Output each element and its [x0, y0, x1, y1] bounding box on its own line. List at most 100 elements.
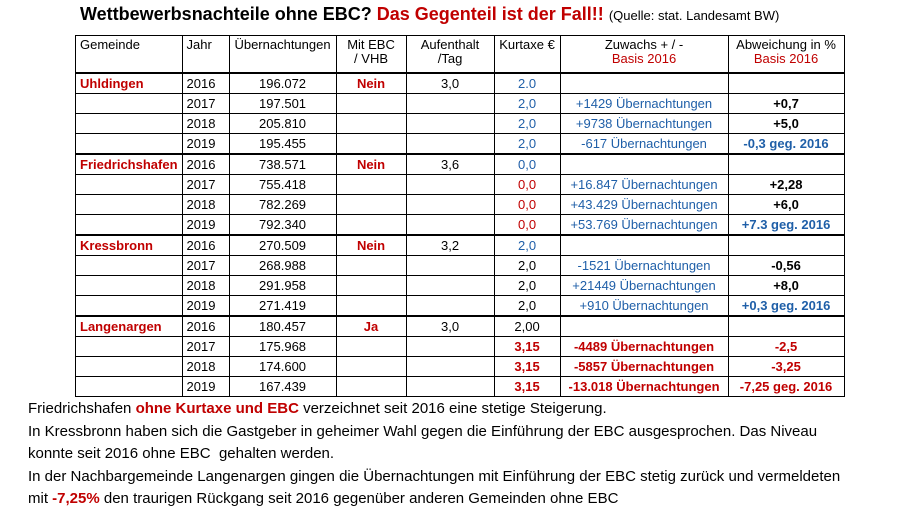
- header-line: Übernachtungen: [234, 37, 331, 52]
- table-cell: 2018: [181, 113, 230, 134]
- table-cell: 3,15: [493, 376, 561, 397]
- table-row: 2019 167.439 3,15 -13.018 Übernachtungen -7,…: [75, 376, 845, 397]
- header-cell: Abweichung in % Basis 2016: [727, 35, 845, 74]
- table-row: Uhldingen 2016 196.072 Nein 3,0 2.0: [75, 72, 845, 94]
- table-cell: [75, 376, 183, 397]
- table-cell: 2017: [181, 336, 230, 357]
- note-text: In der Nachbargemeinde Langenargen ginge…: [28, 467, 841, 485]
- header-line: Basis 2016: [753, 51, 819, 66]
- table-cell: [335, 174, 407, 195]
- header-cell: Kurtaxe €: [493, 35, 561, 74]
- note-line: In Kressbronn haben sich die Gastgeber i…: [28, 421, 840, 444]
- table-cell: [727, 315, 845, 337]
- table-cell: 291.958: [228, 275, 337, 296]
- table-cell: +2,28: [727, 174, 845, 195]
- table-cell: [405, 113, 495, 134]
- table-cell: Nein: [335, 153, 407, 175]
- header-cell: Mit EBC / VHB: [335, 35, 407, 74]
- table-cell: -2,5: [727, 336, 845, 357]
- table-cell: [335, 194, 407, 215]
- table-cell: [405, 295, 495, 317]
- table-cell: [75, 295, 183, 317]
- table-cell: [405, 214, 495, 236]
- table-cell: +5,0: [727, 113, 845, 134]
- table-cell: [335, 133, 407, 155]
- table-cell: 271.419: [228, 295, 337, 317]
- table-cell: 205.810: [228, 113, 337, 134]
- table-cell: 792.340: [228, 214, 337, 236]
- table-cell: 3,15: [493, 356, 561, 377]
- table-cell: Langenargen: [75, 315, 183, 337]
- table-cell: [335, 336, 407, 357]
- note-text: mit: [28, 490, 53, 507]
- note-text: Friedrichshafen: [28, 400, 136, 417]
- note-line: konnte seit 2016 ohne EBC gehalten werde…: [28, 443, 840, 466]
- table-cell: 2,0: [493, 295, 561, 317]
- header-cell: Aufenthalt/Tag: [405, 35, 495, 74]
- table-cell: +7.3 geg. 2016: [727, 214, 845, 236]
- table-cell: 0,0: [493, 174, 561, 195]
- table-cell: [335, 93, 407, 114]
- table-cell: [75, 174, 183, 195]
- table-row: 2017 268.988 2,0 -1521 Übernachtungen -0,56: [75, 255, 845, 276]
- table-row: 2018 205.810 2,0 +9738 Übernachtungen +5,0: [75, 113, 845, 134]
- table-cell: [405, 376, 495, 397]
- table-cell: 2019: [181, 376, 230, 397]
- header-line: /Tag: [437, 51, 463, 66]
- table-cell: 755.418: [228, 174, 337, 195]
- table-cell: [405, 356, 495, 377]
- table-cell: +0,3 geg. 2016: [727, 295, 845, 317]
- table-cell: -5857 Übernachtungen: [559, 356, 729, 377]
- table-cell: 738.571: [228, 153, 337, 175]
- table-cell: +6,0: [727, 194, 845, 215]
- table-cell: [559, 315, 729, 337]
- note-text: den traurigen Rückgang seit 2016 gegenüb…: [99, 490, 619, 507]
- table-cell: 2018: [181, 275, 230, 296]
- table-cell: Nein: [335, 234, 407, 256]
- table-cell: 2017: [181, 174, 230, 195]
- table-cell: [405, 93, 495, 114]
- table-cell: 268.988: [228, 255, 337, 276]
- table-row: 2017 197.501 2,0 +1429 Übernachtungen +0,7: [75, 93, 845, 114]
- table-cell: 167.439: [228, 376, 337, 397]
- table-row: 2017 755.418 0,0 +16.847 Übernachtungen +2,2…: [75, 174, 845, 195]
- table-cell: 0,0: [493, 214, 561, 236]
- note-text: verzeichnet seit 2016 eine stetige Steig…: [298, 400, 607, 417]
- table-cell: 2,0: [493, 113, 561, 134]
- table-cell: +0,7: [727, 93, 845, 114]
- table-cell: [75, 194, 183, 215]
- header-line: Basis 2016: [611, 51, 677, 66]
- table-cell: +9738 Übernachtungen: [559, 113, 729, 134]
- header-line: Abweichung in %: [736, 37, 836, 52]
- table-cell: [559, 153, 729, 175]
- table-cell: +53.769 Übernachtungen: [559, 214, 729, 236]
- table-cell: Nein: [335, 72, 407, 94]
- table-cell: 3,0: [405, 72, 495, 94]
- table-cell: 2019: [181, 295, 230, 317]
- table-cell: 3,2: [405, 234, 495, 256]
- notes: Friedrichshafen ohne Kurtaxe und EBC ver…: [28, 398, 840, 511]
- table-cell: [405, 336, 495, 357]
- table-cell: 2018: [181, 356, 230, 377]
- header-cell: Zuwachs + / - Basis 2016: [559, 35, 729, 74]
- data-table: Gemeinde Jahr Übernachtungen Mit EBC / VHB Au…: [75, 35, 845, 397]
- table-cell: +16.847 Übernachtungen: [559, 174, 729, 195]
- title: Wettbewerbsnachteile ohne EBC? Das Gegen…: [80, 4, 779, 25]
- table-row: 2018 291.958 2,0 +21449 Übernachtungen +8,0: [75, 275, 845, 296]
- table-cell: 2019: [181, 214, 230, 236]
- table-cell: [405, 255, 495, 276]
- table-cell: 0,0: [493, 153, 561, 175]
- table-cell: [335, 295, 407, 317]
- header-line: Mit EBC: [347, 37, 395, 52]
- table-row: 2019 271.419 2,0 +910 Übernachtungen +0,3 ge…: [75, 295, 845, 317]
- table-cell: 2,0: [493, 133, 561, 155]
- table-cell: 2016: [181, 234, 230, 256]
- header-line: / VHB: [354, 51, 389, 66]
- table-cell: [559, 234, 729, 256]
- table-row: 2019 195.455 2,0 -617 Übernachtungen -0,3 ge…: [75, 133, 845, 155]
- table-cell: Ja: [335, 315, 407, 337]
- header-cell: Gemeinde: [75, 35, 183, 74]
- table-cell: [75, 356, 183, 377]
- table-cell: 782.269: [228, 194, 337, 215]
